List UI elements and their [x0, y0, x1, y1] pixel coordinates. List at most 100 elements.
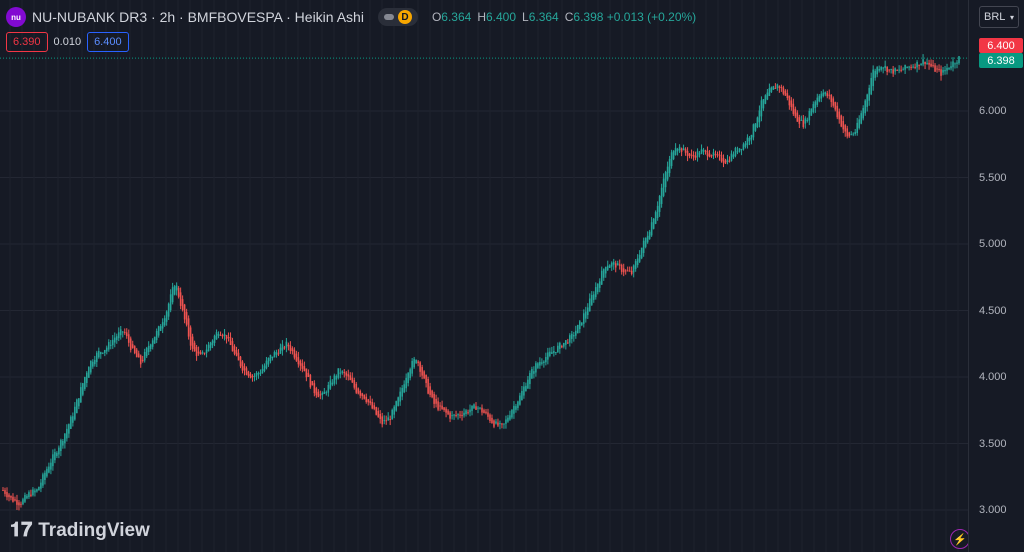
candle-body	[383, 420, 385, 422]
candle-body	[68, 424, 70, 434]
candle-body	[912, 66, 914, 68]
candle-body	[94, 359, 96, 365]
candle-body	[285, 341, 288, 348]
candle-body	[127, 334, 130, 343]
candle-body	[499, 423, 501, 425]
candle-body	[670, 152, 673, 167]
candle-body	[333, 375, 336, 384]
candle-body	[565, 340, 567, 345]
candle-body	[551, 352, 553, 354]
candle-body	[229, 337, 232, 345]
candle-body	[491, 417, 493, 424]
candle-body	[860, 113, 863, 124]
candle-body	[235, 350, 238, 356]
candle-body	[664, 172, 667, 188]
candlestick-chart[interactable]	[0, 0, 968, 552]
candle-body	[269, 354, 272, 362]
candle-body	[660, 187, 663, 204]
candle-body	[882, 67, 884, 69]
candle-body	[503, 423, 505, 425]
candle-body	[50, 462, 52, 470]
candle-body	[139, 355, 142, 365]
candle-body	[367, 399, 370, 403]
candle-body	[610, 262, 613, 267]
candle-body	[908, 66, 910, 68]
candle-body	[840, 115, 843, 127]
candle-body	[856, 122, 859, 133]
candle-body	[634, 261, 637, 269]
candle-body	[399, 391, 401, 402]
candle-body	[80, 387, 82, 403]
candle-body	[429, 386, 431, 395]
dividend-badge[interactable]: D	[397, 10, 412, 24]
chart-pane[interactable]: nu NU-NUBANK DR3 · 2h · BMFBOVESPA · Hei…	[0, 0, 968, 552]
candle-body	[802, 120, 805, 127]
candle-body	[149, 344, 152, 349]
ask-price[interactable]: 6.400	[87, 32, 129, 52]
candle-body	[483, 410, 485, 414]
candle-body	[173, 286, 176, 295]
price-axis[interactable]: BRL ▾ 6.000 5.500 5.000 4.500 4.000 3.50…	[968, 0, 1024, 552]
candle-body	[794, 108, 797, 117]
candle-body	[690, 154, 693, 156]
candle-body	[768, 88, 771, 97]
candle-body	[632, 265, 635, 273]
candle-body	[776, 84, 779, 89]
grid	[0, 110, 968, 511]
candle-body	[569, 335, 571, 343]
candle-body	[137, 353, 140, 358]
currency-selector[interactable]: BRL ▾	[979, 6, 1019, 28]
eye-toggle-icon[interactable]	[383, 14, 394, 20]
candle-body	[257, 372, 260, 375]
candle-body	[99, 352, 102, 355]
candle-body	[626, 270, 629, 272]
candle-body	[541, 362, 543, 364]
candle-body	[64, 433, 66, 444]
candle-body	[806, 119, 809, 121]
candle-body	[277, 353, 280, 355]
candle-body	[181, 299, 184, 311]
candle-body	[40, 482, 42, 489]
candle-body	[810, 108, 813, 116]
candle-body	[678, 146, 681, 151]
candle-body	[119, 329, 122, 336]
price-tick: 4.500	[979, 305, 1007, 317]
candle-body	[271, 356, 274, 359]
candle-body	[584, 311, 587, 319]
ohlc-close: C6.398 +0.013 (+0.20%)	[564, 10, 697, 24]
candle-body	[169, 294, 172, 311]
candle-body	[477, 407, 479, 409]
candle-body	[353, 380, 356, 388]
flash-icon[interactable]: ⚡	[950, 529, 968, 549]
candle-body	[185, 312, 188, 325]
candle-body	[950, 66, 952, 69]
candle-body	[920, 63, 922, 66]
visibility-pill[interactable]: D	[377, 8, 418, 26]
candle-body	[305, 368, 308, 378]
bid-price[interactable]: 6.390	[6, 32, 48, 52]
candle-body	[734, 147, 737, 156]
candle-body	[259, 372, 262, 374]
candle-body	[357, 388, 360, 394]
candle-body	[760, 100, 763, 117]
candle-body	[30, 494, 32, 496]
candle-body	[485, 411, 487, 414]
symbol-title[interactable]: NU-NUBANK DR3 · 2h · BMFBOVESPA · Heikin…	[32, 9, 364, 25]
ohlc-open: O6.364	[431, 10, 472, 24]
candle-body	[888, 69, 890, 71]
candle-body	[309, 374, 312, 388]
candle-body	[46, 468, 48, 477]
candle-body	[602, 269, 605, 278]
candle-body	[493, 420, 495, 427]
candle-body	[301, 363, 304, 369]
candle-body	[826, 93, 829, 97]
candle-body	[618, 264, 621, 266]
candle-body	[892, 69, 894, 74]
candle-body	[844, 125, 847, 132]
candle-body	[351, 377, 354, 383]
candle-body	[355, 383, 358, 393]
candle-body	[696, 151, 699, 157]
candle-body	[84, 377, 86, 389]
candle-body	[20, 503, 22, 505]
candle-body	[435, 398, 437, 404]
